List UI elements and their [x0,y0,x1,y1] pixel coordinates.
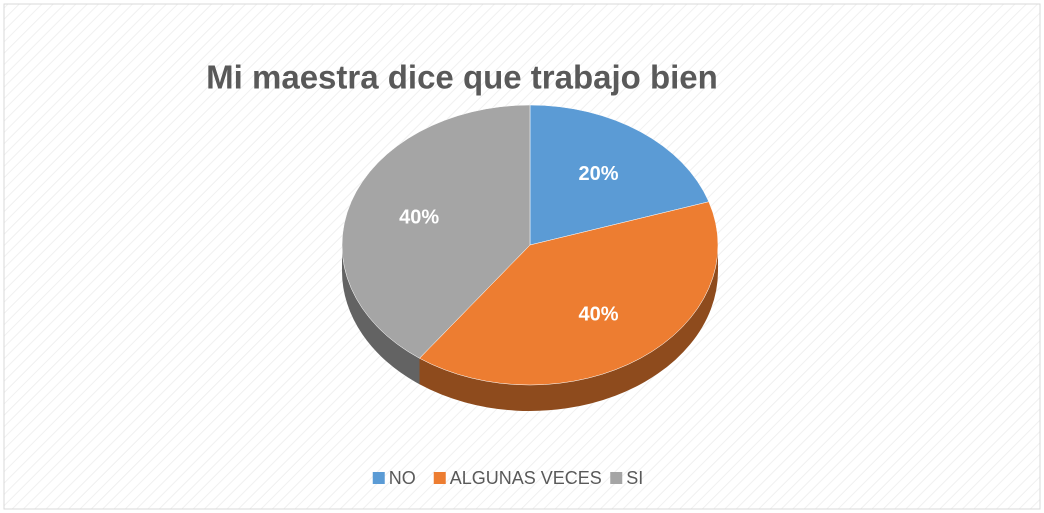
legend-label: NO [389,468,416,488]
legend-swatch [433,472,446,484]
chart-title: Mi maestra dice que trabajo bien [206,59,718,96]
legend-swatch [610,472,623,484]
slice-side [342,245,420,385]
slice [341,104,531,359]
data-label: 40% [578,304,618,326]
legend-label: SI [626,468,643,488]
legend-label: ALGUNAS VECES [450,468,602,488]
legend-swatch [372,472,385,484]
data-label: 40% [399,206,439,228]
slice [419,201,719,386]
data-label: 20% [578,163,618,185]
slice-side [419,245,718,412]
slice [529,104,710,246]
